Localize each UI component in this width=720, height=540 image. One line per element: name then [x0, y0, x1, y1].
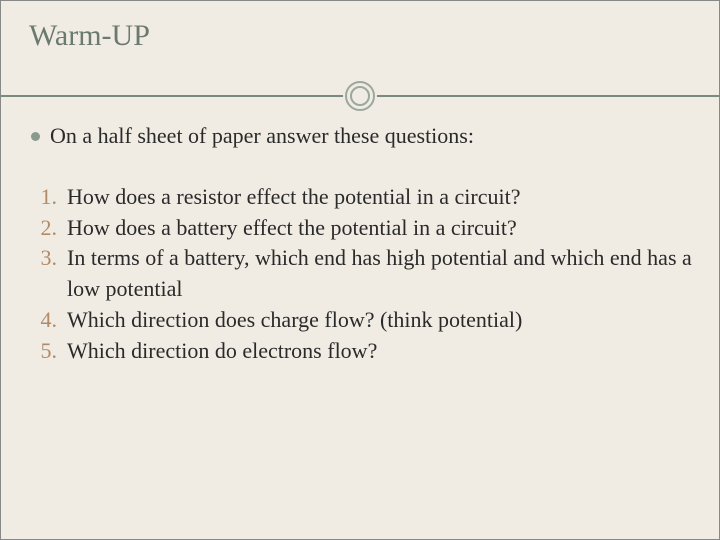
list-number: 1. [31, 182, 57, 213]
list-number: 5. [31, 336, 57, 367]
intro-bullet-row: On a half sheet of paper answer these qu… [31, 121, 695, 152]
title-area: Warm-UP [1, 1, 719, 61]
list-item: 5. Which direction do electrons flow? [31, 336, 695, 367]
intro-text: On a half sheet of paper answer these qu… [50, 121, 474, 152]
list-item: 3. In terms of a battery, which end has … [31, 243, 695, 305]
list-text: Which direction do electrons flow? [67, 336, 695, 367]
list-item: 4. Which direction does charge flow? (th… [31, 305, 695, 336]
list-number: 3. [31, 243, 57, 274]
ring-ornament-icon [343, 79, 377, 113]
slide-title: Warm-UP [29, 19, 719, 53]
list-text: How does a battery effect the potential … [67, 213, 695, 244]
list-item: 1. How does a resistor effect the potent… [31, 182, 695, 213]
list-text: Which direction does charge flow? (think… [67, 305, 695, 336]
list-text: In terms of a battery, which end has hig… [67, 243, 695, 305]
bullet-icon [31, 132, 40, 141]
numbered-list: 1. How does a resistor effect the potent… [31, 182, 695, 367]
slide: Warm-UP On a half sheet of paper answer … [0, 0, 720, 540]
list-item: 2. How does a battery effect the potenti… [31, 213, 695, 244]
list-number: 4. [31, 305, 57, 336]
content-area: On a half sheet of paper answer these qu… [31, 121, 695, 367]
list-text: How does a resistor effect the potential… [67, 182, 695, 213]
list-number: 2. [31, 213, 57, 244]
